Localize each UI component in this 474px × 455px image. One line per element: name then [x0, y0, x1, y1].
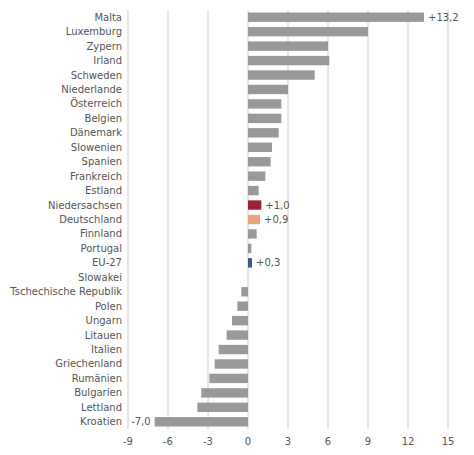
tick-label: -3 [203, 436, 213, 447]
category-label: Deutschland [59, 214, 122, 225]
grid-line [448, 10, 449, 429]
grid-line [128, 10, 129, 429]
grid [128, 10, 448, 429]
category-label: Litauen [85, 330, 122, 341]
chart-container: -9 -6 -3 0 3 6 9 12 15 Malta Luxemburg Zypern Irland… [0, 0, 474, 455]
category-label: Slowakei [78, 272, 122, 283]
bar [248, 143, 272, 152]
bar [219, 345, 248, 354]
x-axis: -9 -6 -3 0 3 6 9 12 15 [123, 436, 454, 447]
category-label: Malta [94, 12, 122, 23]
category-label: Estland [85, 185, 122, 196]
tick-label: 0 [245, 436, 251, 447]
bar [248, 128, 279, 137]
category-label: Polen [95, 301, 122, 312]
grid-line [408, 10, 409, 429]
tick-label: 3 [285, 436, 291, 447]
bar [248, 229, 257, 238]
category-label: Portugal [81, 243, 122, 254]
bars [155, 13, 424, 427]
bar [248, 171, 265, 180]
bar [248, 157, 271, 166]
y-axis: Malta Luxemburg Zypern Irland Schweden Nieder… [9, 12, 122, 428]
data-label: +0,9 [264, 214, 288, 225]
grid-line [368, 10, 369, 429]
data-label: +0,3 [256, 257, 280, 268]
bar [232, 316, 248, 325]
bar [201, 388, 248, 397]
category-label: Niederlande [61, 84, 122, 95]
bar [237, 301, 248, 310]
bar [248, 215, 260, 224]
category-label: Italien [91, 344, 122, 355]
tick-label: 6 [325, 436, 331, 447]
grid-line [208, 10, 209, 429]
bar [248, 41, 328, 50]
tick-label: -6 [163, 436, 173, 447]
category-label: Bulgarien [74, 387, 122, 398]
category-label: Rumänien [72, 373, 122, 384]
category-label: Spanien [82, 156, 122, 167]
bar [241, 287, 248, 296]
category-label: Österreich [70, 97, 122, 109]
bar [209, 374, 248, 383]
category-label: Dänemark [70, 127, 122, 138]
category-label: Tschechische Republik [9, 286, 122, 297]
category-label: Belgien [85, 113, 122, 124]
bar [227, 330, 248, 339]
category-label: Griechenland [55, 358, 122, 369]
bar [197, 403, 248, 412]
bar [215, 359, 248, 368]
data-label: +1,0 [265, 200, 289, 211]
data-label: -7,0 [131, 416, 151, 427]
category-label: Niedersachsen [48, 200, 122, 211]
bar [248, 200, 261, 209]
tick-label: 15 [442, 436, 455, 447]
category-label: Luxemburg [66, 26, 122, 37]
chart: -9 -6 -3 0 3 6 9 12 15 Malta Luxemburg Zypern Irland… [0, 0, 474, 455]
category-label: Ungarn [86, 315, 122, 326]
bar [155, 417, 248, 426]
category-label: Finnland [80, 228, 122, 239]
category-label: Kroatien [80, 416, 122, 427]
bar [248, 99, 281, 108]
bar [248, 13, 424, 22]
grid-line [328, 10, 329, 429]
category-label: Lettland [81, 402, 122, 413]
bar [248, 27, 368, 36]
bar [248, 56, 329, 65]
bar [248, 85, 288, 94]
tick-label: -9 [123, 436, 133, 447]
category-label: Slowenien [71, 142, 122, 153]
data-label: +13,2 [428, 12, 459, 23]
grid-line [168, 10, 169, 429]
category-label: Zypern [86, 41, 122, 52]
category-label: EU-27 [92, 257, 122, 268]
bar [248, 244, 251, 253]
bar [248, 273, 249, 282]
bar [248, 114, 281, 123]
bar [248, 70, 315, 79]
category-label: Frankreich [70, 171, 122, 182]
tick-label: 9 [365, 436, 371, 447]
data-labels: +13,2 +1,0 +0,9 +0,3 -7,0 [131, 12, 459, 428]
bar [248, 258, 252, 267]
category-label: Irland [93, 55, 122, 66]
tick-label: 12 [402, 436, 415, 447]
category-label: Schweden [71, 70, 122, 81]
bar [248, 186, 259, 195]
